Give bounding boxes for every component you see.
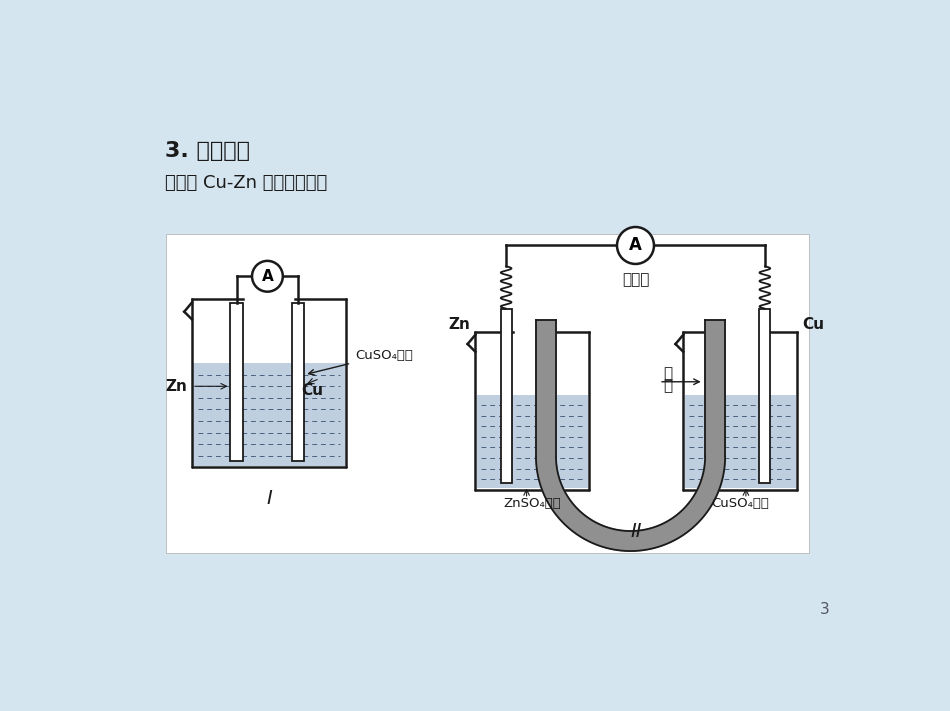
Text: 盐: 盐 [663, 365, 672, 381]
Text: 如图是 Cu-Zn 原电池示意图: 如图是 Cu-Zn 原电池示意图 [165, 174, 327, 192]
Text: 电流表: 电流表 [622, 272, 649, 287]
Text: CuSO₄溶液: CuSO₄溶液 [355, 349, 413, 362]
Polygon shape [536, 320, 725, 551]
Text: ZnSO₄溶液: ZnSO₄溶液 [504, 497, 561, 510]
Text: Zn: Zn [165, 379, 187, 394]
Text: CuSO₄溶液: CuSO₄溶液 [712, 497, 770, 510]
Circle shape [617, 227, 654, 264]
Text: 3: 3 [820, 602, 829, 616]
Bar [759, 309, 770, 483]
Bar [501, 309, 511, 483]
Circle shape [252, 261, 283, 292]
Text: 3. 工作原理: 3. 工作原理 [165, 141, 250, 161]
Bar [194, 363, 345, 466]
Bar [231, 303, 243, 461]
Text: A: A [261, 269, 274, 284]
Bar [685, 395, 796, 488]
Text: Cu: Cu [301, 383, 323, 397]
Bar [477, 395, 588, 488]
Text: A: A [629, 237, 642, 255]
Bar [292, 303, 304, 461]
Text: I: I [266, 488, 272, 508]
Text: Cu: Cu [802, 316, 824, 331]
Text: Zn: Zn [448, 316, 470, 331]
Text: 桥: 桥 [663, 378, 672, 393]
Text: II: II [631, 522, 642, 541]
Bar [166, 234, 808, 553]
